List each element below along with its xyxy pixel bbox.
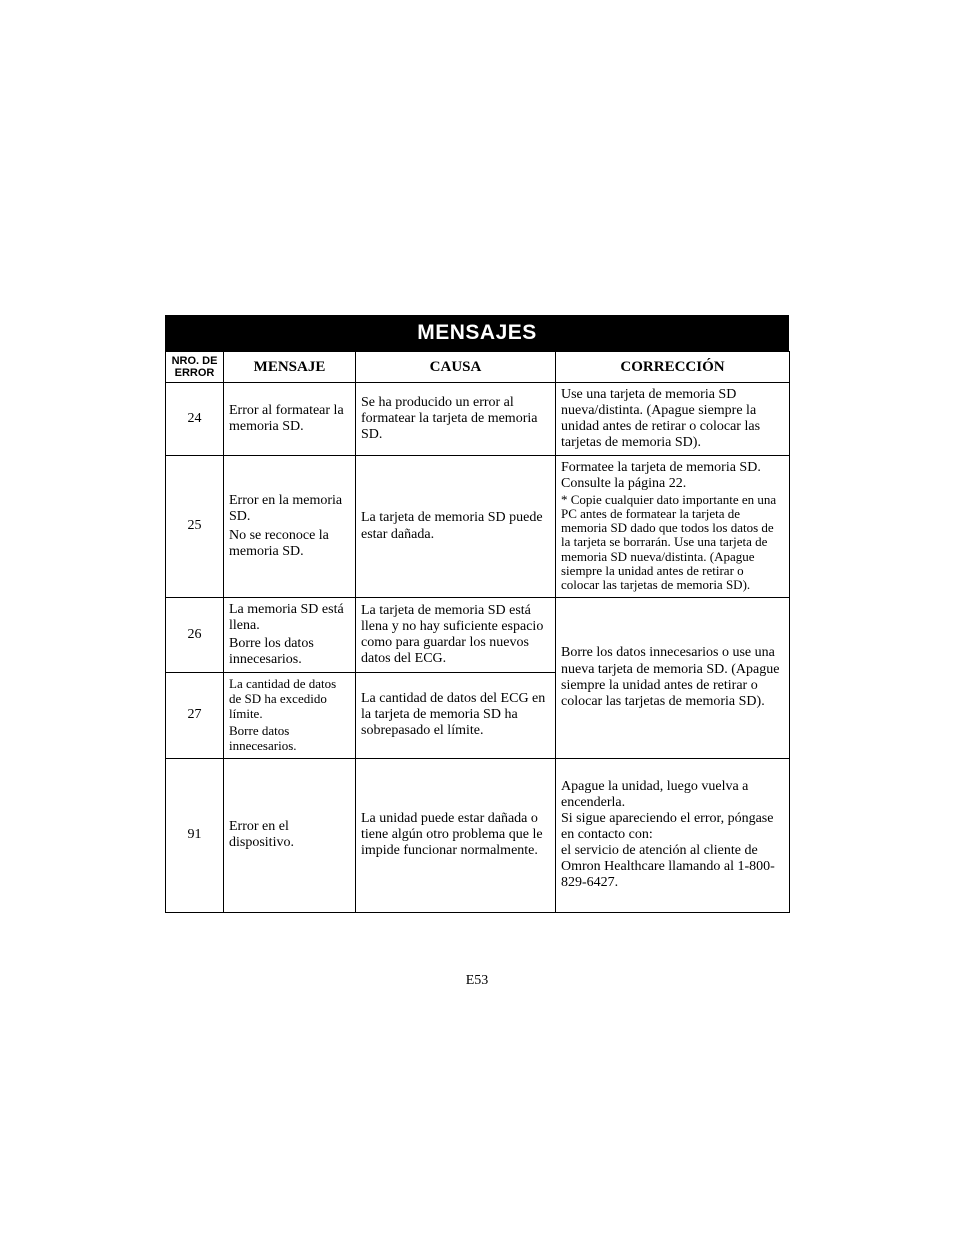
correccion-main: Borre los datos innecesarios o use una n… bbox=[561, 645, 784, 709]
correccion-main: Formatee la tarjeta de memoria SD. Consu… bbox=[561, 460, 784, 492]
cell-error-no: 91 bbox=[166, 758, 224, 912]
cell-causa: La tarjeta de memoria SD puede estar dañ… bbox=[356, 456, 556, 597]
cell-mensaje: La cantidad de datos de SD ha excedido l… bbox=[224, 673, 356, 759]
mensaje-line: Borre datos innecesarios. bbox=[229, 724, 350, 754]
table-row: 26 La memoria SD está llena. Borre los d… bbox=[166, 597, 790, 672]
table-header-row: NRO. DE ERROR MENSAJE CAUSA CORRECCIÓN bbox=[166, 352, 790, 383]
cell-mensaje: Error en el dispositivo. bbox=[224, 758, 356, 912]
mensaje-line: La cantidad de datos de SD ha excedido l… bbox=[229, 677, 350, 722]
correccion-main: Apague la unidad, luego vuelva a encende… bbox=[561, 779, 784, 892]
table-row: 25 Error en la memoria SD. No se reconoc… bbox=[166, 456, 790, 597]
mensaje-line: Error al formatear la memoria SD. bbox=[229, 403, 350, 435]
cell-correccion: Borre los datos innecesarios o use una n… bbox=[556, 597, 790, 758]
page-number: E53 bbox=[165, 973, 789, 989]
cell-causa: Se ha producido un error al formatear la… bbox=[356, 383, 556, 456]
error-table: NRO. DE ERROR MENSAJE CAUSA CORRECCIÓN 2… bbox=[165, 351, 790, 913]
header-correccion: CORRECCIÓN bbox=[556, 352, 790, 383]
cell-error-no: 26 bbox=[166, 597, 224, 672]
cell-mensaje: La memoria SD está llena. Borre los dato… bbox=[224, 597, 356, 672]
cell-correccion: Formatee la tarjeta de memoria SD. Consu… bbox=[556, 456, 790, 597]
correccion-main: Use una tarjeta de memoria SD nueva/dist… bbox=[561, 387, 784, 451]
cell-causa: La unidad puede estar dañada o tiene alg… bbox=[356, 758, 556, 912]
page-container: MENSAJES NRO. DE ERROR MENSAJE CAUSA COR… bbox=[0, 0, 954, 989]
cell-error-no: 27 bbox=[166, 673, 224, 759]
header-mensaje: MENSAJE bbox=[224, 352, 356, 383]
mensaje-line: Error en la memoria SD. bbox=[229, 493, 350, 525]
header-causa: CAUSA bbox=[356, 352, 556, 383]
table-row: 24 Error al formatear la memoria SD. Se … bbox=[166, 383, 790, 456]
mensaje-line: La memoria SD está llena. bbox=[229, 602, 350, 634]
table-row: 91 Error en el dispositivo. La unidad pu… bbox=[166, 758, 790, 912]
table-body: 24 Error al formatear la memoria SD. Se … bbox=[166, 383, 790, 913]
section-title: MENSAJES bbox=[165, 315, 789, 351]
cell-mensaje: Error en la memoria SD. No se reconoce l… bbox=[224, 456, 356, 597]
cell-error-no: 24 bbox=[166, 383, 224, 456]
cell-error-no: 25 bbox=[166, 456, 224, 597]
cell-correccion: Apague la unidad, luego vuelva a encende… bbox=[556, 758, 790, 912]
cell-causa: La tarjeta de memoria SD está llena y no… bbox=[356, 597, 556, 672]
cell-mensaje: Error al formatear la memoria SD. bbox=[224, 383, 356, 456]
cell-correccion: Use una tarjeta de memoria SD nueva/dist… bbox=[556, 383, 790, 456]
mensaje-line: Error en el dispositivo. bbox=[229, 819, 350, 851]
header-error-no: NRO. DE ERROR bbox=[166, 352, 224, 383]
mensaje-line: No se reconoce la memoria SD. bbox=[229, 528, 350, 560]
correccion-sub: * Copie cualquier dato importante en una… bbox=[561, 493, 784, 593]
mensaje-line: Borre los datos innecesarios. bbox=[229, 636, 350, 668]
cell-causa: La cantidad de datos del ECG en la tarje… bbox=[356, 673, 556, 759]
